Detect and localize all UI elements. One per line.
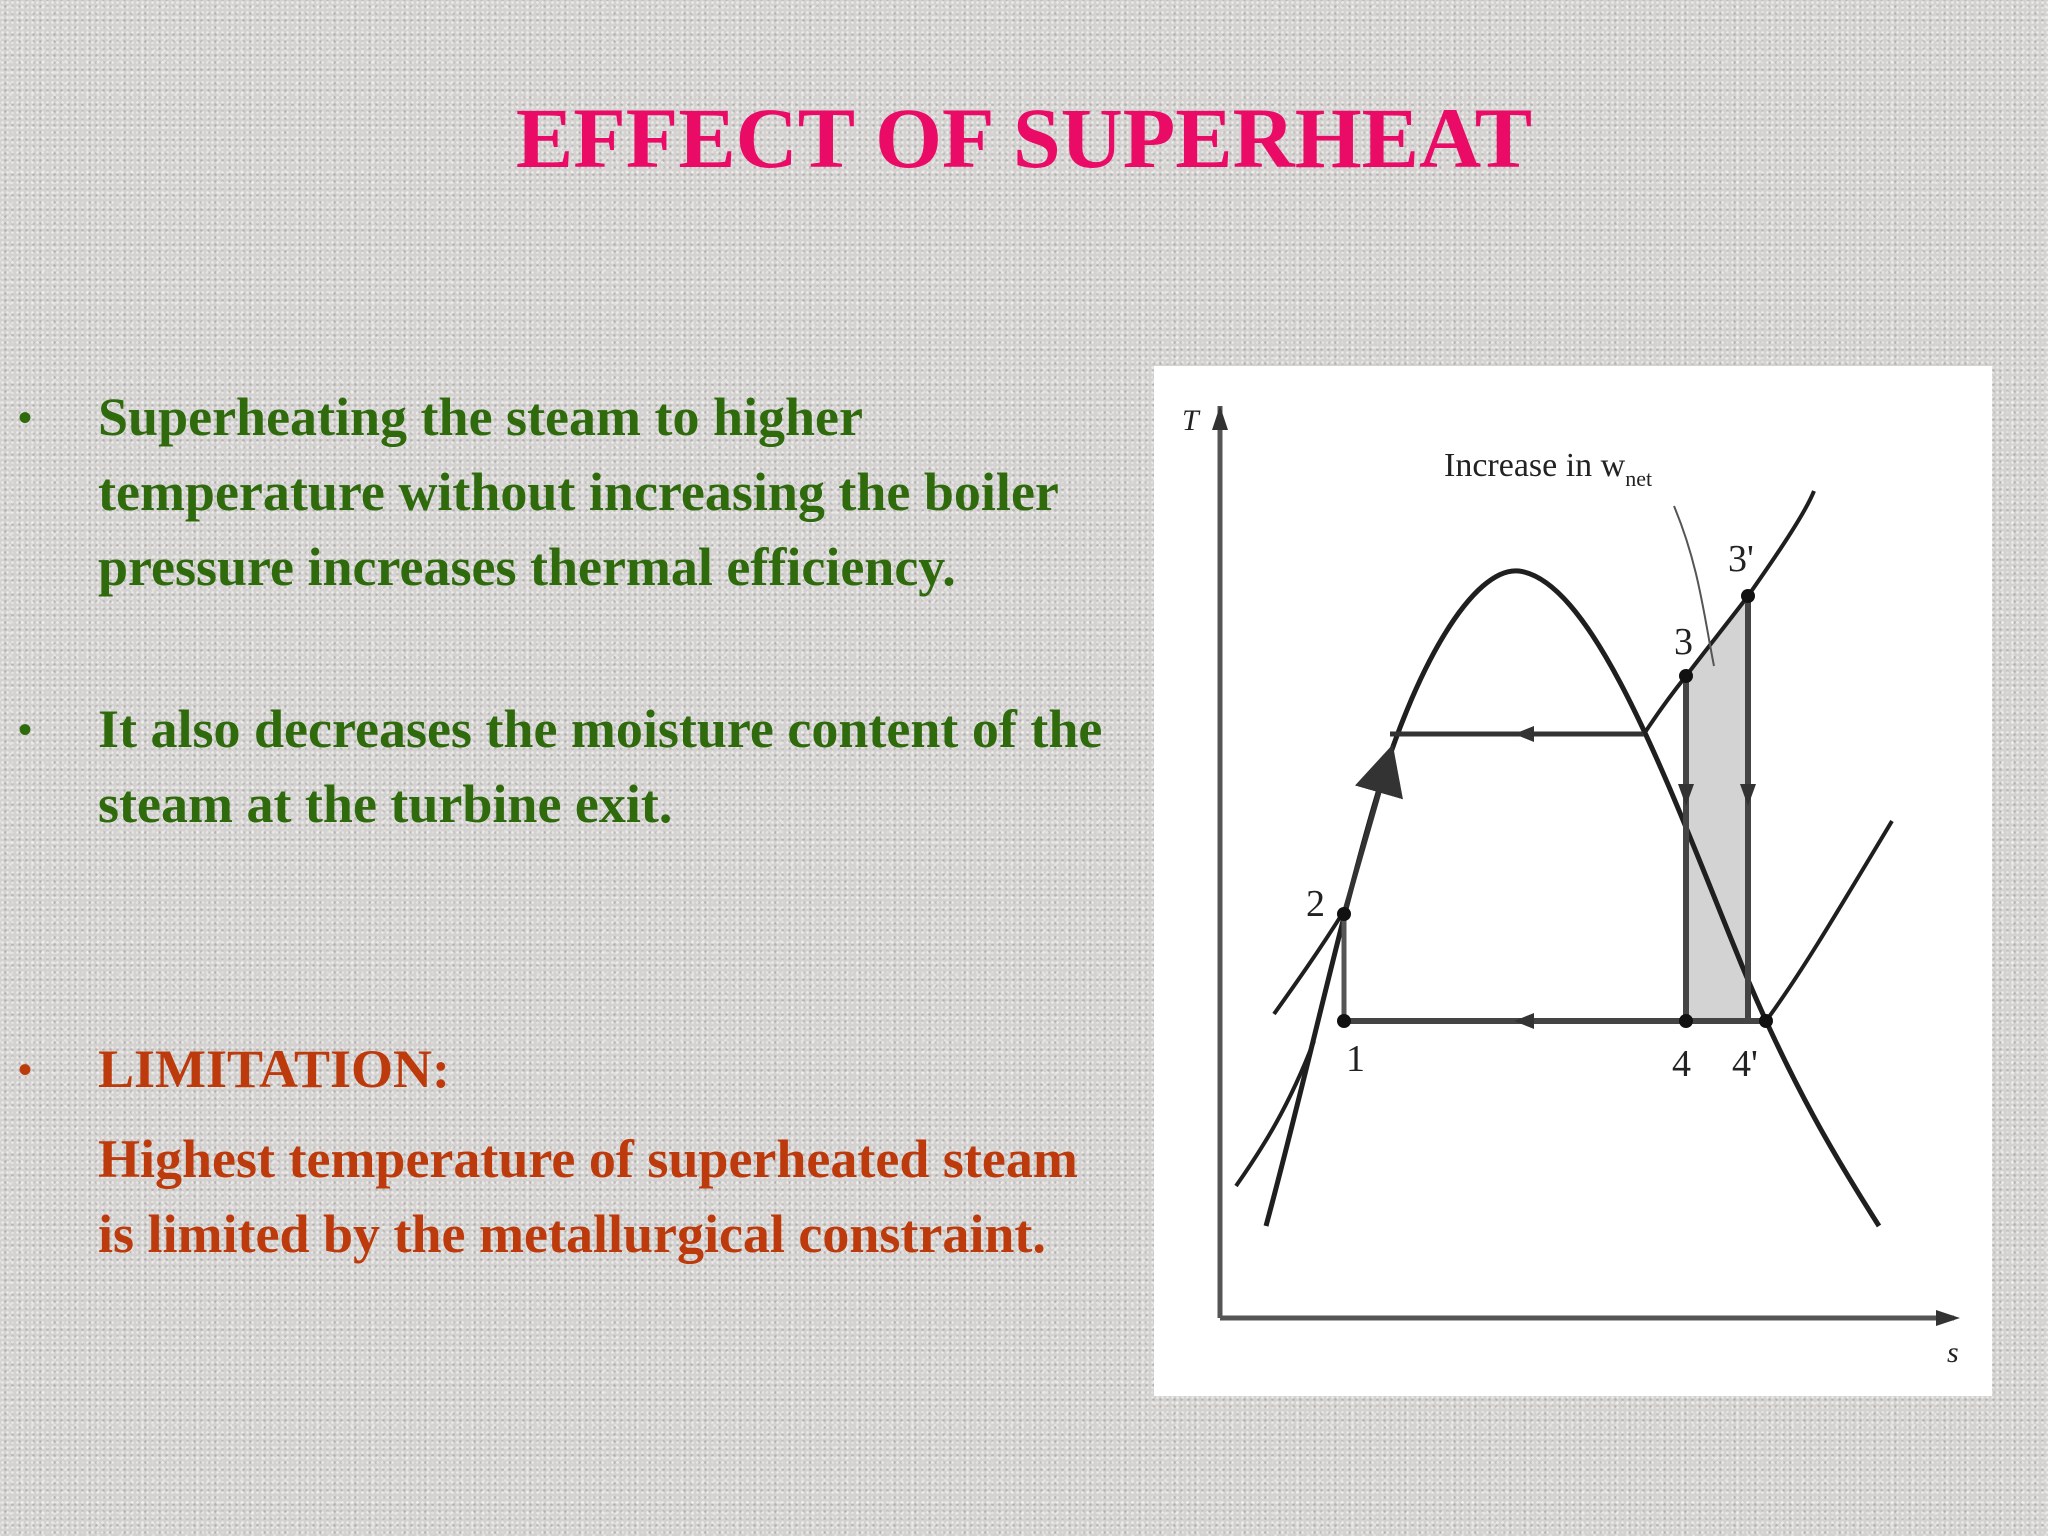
annotation-leader bbox=[1673, 505, 1715, 667]
s-axis-arrow bbox=[1936, 1310, 1960, 1326]
state-label-4prime: 4' bbox=[1732, 1043, 1758, 1085]
turbine-arrow-3prime-4prime bbox=[1740, 784, 1756, 806]
annotation-main: Increase in w bbox=[1444, 447, 1626, 484]
bullet-text: Superheating the steam to higher tempera… bbox=[98, 387, 1058, 597]
state-point-4 bbox=[1679, 1014, 1693, 1028]
limitation-detail: Highest temperature of superheated steam… bbox=[98, 1129, 1078, 1264]
net-work-shaded-area bbox=[1686, 596, 1748, 1021]
annotation-subscript: net bbox=[1625, 466, 1652, 491]
state-point-2 bbox=[1337, 907, 1351, 921]
t-axis-arrow bbox=[1212, 406, 1228, 430]
saturation-dome bbox=[1263, 568, 1882, 1228]
bullet-dot: • bbox=[18, 1047, 33, 1092]
t-axis-label: T bbox=[1182, 404, 1201, 437]
state-label-3: 3 bbox=[1674, 621, 1693, 663]
s-axis-label: s bbox=[1947, 1336, 1959, 1369]
state-label-4: 4 bbox=[1672, 1043, 1691, 1085]
evaporation-arrow bbox=[1514, 726, 1534, 742]
state-point-1 bbox=[1337, 1014, 1351, 1028]
bullet-text: It also decreases the moisture content o… bbox=[98, 699, 1103, 834]
bullet-dot: • bbox=[18, 395, 33, 440]
ts-diagram: T s Increase in wnet bbox=[1154, 366, 1992, 1396]
state-label-1: 1 bbox=[1346, 1038, 1365, 1080]
turbine-arrow-3-4 bbox=[1678, 784, 1694, 806]
low-pressure-line-right bbox=[1764, 819, 1894, 1023]
compressed-liquid-line bbox=[1272, 909, 1346, 1016]
state-point-4prime bbox=[1759, 1014, 1773, 1028]
ts-diagram-svg: T s Increase in wnet bbox=[1182, 404, 1960, 1369]
low-pressure-line-left bbox=[1234, 1040, 1316, 1188]
state-point-3 bbox=[1679, 669, 1693, 683]
condensation-arrow bbox=[1514, 1013, 1534, 1029]
liquid-heating-line bbox=[1341, 744, 1403, 915]
state-label-3prime: 3' bbox=[1728, 538, 1754, 580]
limitation-heading: LIMITATION: bbox=[98, 1039, 451, 1099]
slide-title: EFFECT OF SUPERHEAT bbox=[515, 90, 1533, 186]
state-point-3prime bbox=[1741, 589, 1755, 603]
superheat-line bbox=[1642, 490, 1816, 736]
annotation-text: Increase in wnet bbox=[1444, 447, 1652, 491]
state-label-2: 2 bbox=[1306, 883, 1325, 925]
bullet-dot: • bbox=[18, 707, 33, 752]
